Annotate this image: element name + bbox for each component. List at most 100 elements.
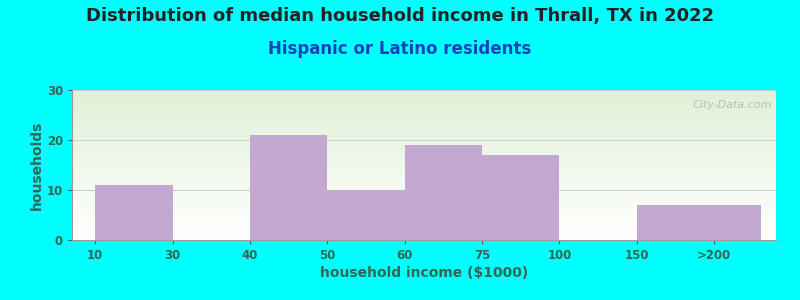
Bar [72, 145, 776, 146]
Bar [72, 99, 776, 100]
Bar [72, 137, 776, 138]
Bar [72, 212, 776, 213]
Bar [72, 209, 776, 210]
Bar [72, 120, 776, 121]
Bar [72, 118, 776, 119]
Bar [72, 100, 776, 101]
Bar [72, 119, 776, 120]
Bar [72, 191, 776, 192]
Bar [72, 102, 776, 103]
Bar [72, 134, 776, 135]
Bar [72, 188, 776, 189]
Bar [72, 214, 776, 215]
Bar [72, 187, 776, 188]
Bar [72, 165, 776, 166]
Text: Distribution of median household income in Thrall, TX in 2022: Distribution of median household income … [86, 8, 714, 26]
Bar [72, 186, 776, 187]
Bar [72, 226, 776, 227]
Bar [72, 233, 776, 234]
Bar [72, 111, 776, 112]
Bar [72, 229, 776, 230]
Bar [72, 202, 776, 203]
Bar [72, 204, 776, 205]
Bar [72, 169, 776, 170]
Bar [72, 94, 776, 95]
Bar [72, 201, 776, 202]
Bar [72, 95, 776, 96]
Bar [72, 123, 776, 124]
Bar [72, 180, 776, 181]
Bar [72, 113, 776, 114]
Bar [72, 154, 776, 155]
Bar [72, 239, 776, 240]
Bar [72, 90, 776, 91]
Bar [72, 219, 776, 220]
Bar [72, 150, 776, 151]
Bar [72, 127, 776, 128]
Bar [72, 124, 776, 125]
Bar [72, 107, 776, 108]
Bar [72, 129, 776, 130]
Text: City-Data.com: City-Data.com [693, 100, 773, 110]
Bar [72, 152, 776, 153]
Bar [482, 155, 559, 240]
Bar [72, 133, 776, 134]
Bar [72, 207, 776, 208]
Bar [72, 109, 776, 110]
X-axis label: household income ($1000): household income ($1000) [320, 266, 528, 280]
Bar [72, 222, 776, 223]
Bar [72, 118, 776, 119]
Bar [72, 185, 776, 186]
Bar [72, 161, 776, 162]
Bar [72, 215, 776, 216]
Bar [72, 157, 776, 158]
Bar [72, 227, 776, 228]
Bar [72, 218, 776, 219]
Text: Hispanic or Latino residents: Hispanic or Latino residents [268, 40, 532, 58]
Bar [72, 236, 776, 237]
Bar [72, 122, 776, 123]
Bar [72, 189, 776, 190]
Bar [72, 153, 776, 154]
Bar [72, 234, 776, 235]
Bar [72, 196, 776, 197]
Bar [637, 205, 761, 240]
Bar [72, 128, 776, 129]
Bar [72, 97, 776, 98]
Bar [72, 101, 776, 102]
Bar [72, 216, 776, 217]
Bar [72, 112, 776, 113]
Bar [72, 108, 776, 109]
Bar [72, 176, 776, 177]
Bar [72, 199, 776, 200]
Bar [72, 181, 776, 182]
Bar [72, 217, 776, 218]
Bar [72, 115, 776, 116]
Bar [72, 235, 776, 236]
Bar [72, 104, 776, 105]
Bar [72, 223, 776, 224]
Bar [72, 110, 776, 111]
Bar [72, 208, 776, 209]
Bar [72, 142, 776, 143]
Bar [72, 182, 776, 183]
Bar [72, 200, 776, 201]
Bar [405, 145, 482, 240]
Y-axis label: households: households [30, 120, 44, 210]
Bar [72, 144, 776, 145]
Bar [72, 166, 776, 167]
Bar [72, 140, 776, 141]
Bar [72, 190, 776, 191]
Bar [72, 100, 776, 101]
Bar [72, 135, 776, 136]
Bar [72, 194, 776, 195]
Bar [327, 190, 405, 240]
Bar [72, 91, 776, 92]
Bar [72, 92, 776, 93]
Bar [72, 205, 776, 206]
Bar [72, 228, 776, 229]
Bar [72, 195, 776, 196]
Bar [72, 171, 776, 172]
Bar [72, 160, 776, 161]
Bar [72, 173, 776, 174]
